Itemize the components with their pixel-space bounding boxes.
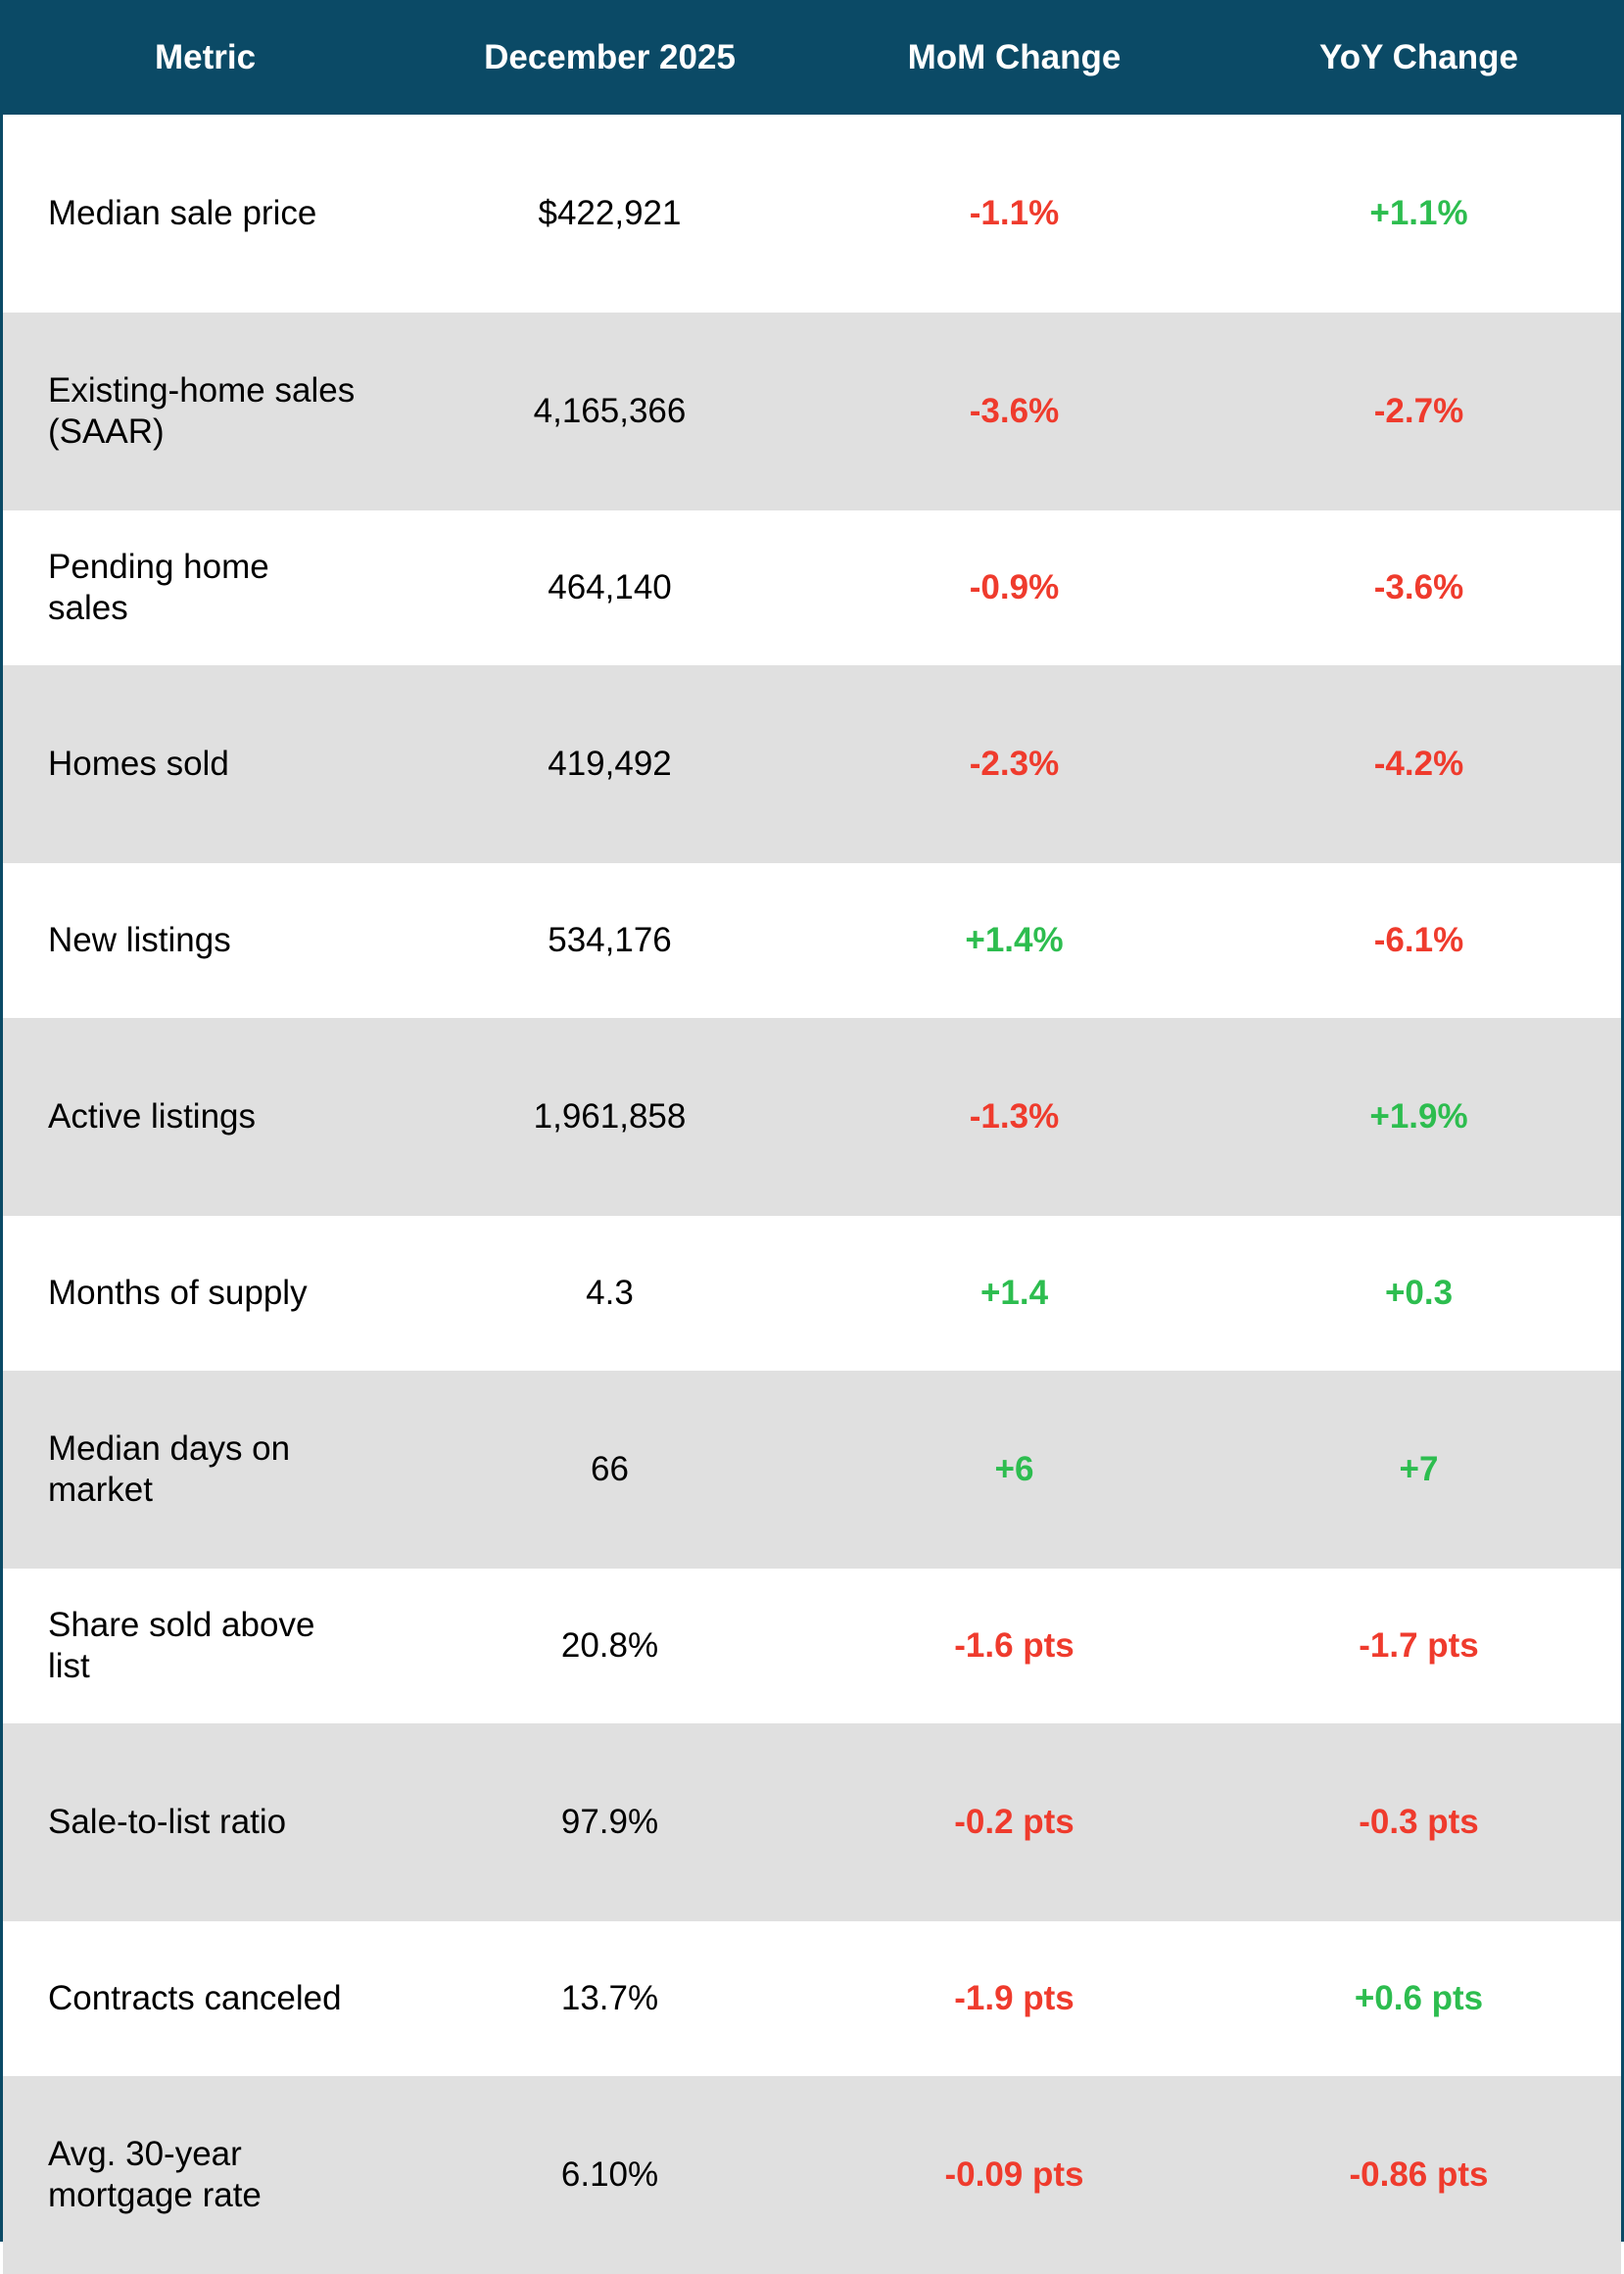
mom-cell: -3.6% (969, 392, 1060, 430)
metric-cell: Active listings (3, 1096, 407, 1137)
table-row: Pending home sales 464,140 -0.9% -3.6% (3, 510, 1621, 665)
metric-line: list (48, 1647, 90, 1685)
metric-cell: Contracts canceled (3, 1978, 407, 2019)
mom-cell: -0.9% (969, 568, 1060, 606)
header-cell: YoY Change (1319, 37, 1518, 76)
mom-cell: +6 (994, 1450, 1034, 1488)
header-row: Metric December 2025 MoM Change YoY Change (3, 0, 1621, 115)
yoy-cell: -3.6% (1373, 568, 1464, 606)
mom-cell: -1.3% (969, 1097, 1060, 1136)
mom-cell: -2.3% (969, 745, 1060, 783)
metric-line: Existing-home sales (48, 371, 356, 410)
yoy-cell: -6.1% (1373, 921, 1464, 959)
yoy-cell: -1.7 pts (1359, 1626, 1479, 1665)
mom-cell: -0.09 pts (944, 2155, 1084, 2194)
value-cell: 4,165,366 (533, 392, 687, 430)
metric-line: Median sale price (48, 194, 317, 232)
yoy-cell: +0.3 (1384, 1274, 1454, 1312)
value-cell: 419,492 (548, 745, 672, 783)
header-cell: December 2025 (484, 37, 736, 76)
metric-cell: Existing-home sales (SAAR) (3, 370, 407, 453)
metric-line: Avg. 30-year (48, 2135, 242, 2173)
metric-cell: Share sold above list (3, 1605, 407, 1687)
value-cell: 534,176 (548, 921, 672, 959)
metric-line: Months of supply (48, 1274, 308, 1312)
mom-cell: -1.1% (969, 194, 1060, 232)
yoy-cell: +7 (1399, 1450, 1439, 1488)
table-row: Months of supply 4.3 +1.4 +0.3 (3, 1216, 1621, 1371)
mom-cell: -1.9 pts (954, 1979, 1075, 2017)
header-cell: MoM Change (907, 37, 1122, 76)
mom-cell: -0.2 pts (954, 1803, 1075, 1841)
metric-line: Median days on (48, 1429, 291, 1468)
table-row: Active listings 1,961,858 -1.3% +1.9% (3, 1018, 1621, 1216)
table-body: Median sale price $422,921 -1.1% +1.1% Exist… (3, 115, 1621, 2274)
table-row: Existing-home sales (SAAR) 4,165,366 -3.6% -… (3, 313, 1621, 510)
metric-line: (SAAR) (48, 412, 165, 451)
table-row: Median days on market 66 +6 +7 (3, 1371, 1621, 1569)
mom-cell: -1.6 pts (954, 1626, 1075, 1665)
header-cell: Metric (154, 37, 257, 76)
metric-line: sales (48, 589, 128, 627)
table-row: Share sold above list 20.8% -1.6 pts -1.7 pt… (3, 1569, 1621, 1723)
table-row: Median sale price $422,921 -1.1% +1.1% (3, 115, 1621, 313)
value-cell: 13.7% (560, 1979, 659, 2017)
metric-line: Share sold above (48, 1606, 315, 1644)
table-row: New listings 534,176 +1.4% -6.1% (3, 863, 1621, 1018)
metric-line: Active listings (48, 1097, 257, 1136)
yoy-cell: -0.3 pts (1359, 1803, 1479, 1841)
metric-line: mortgage rate (48, 2176, 262, 2214)
value-cell: 6.10% (560, 2155, 659, 2194)
metric-cell: Avg. 30-year mortgage rate (3, 2134, 407, 2216)
metric-cell: Median days on market (3, 1428, 407, 1511)
yoy-cell: +1.9% (1369, 1097, 1468, 1136)
metric-line: Sale-to-list ratio (48, 1803, 287, 1841)
yoy-cell: +0.6 pts (1354, 1979, 1484, 2017)
metric-line: Contracts canceled (48, 1979, 342, 2017)
metric-cell: Months of supply (3, 1273, 407, 1314)
table-row: Contracts canceled 13.7% -1.9 pts +0.6 pts (3, 1921, 1621, 2076)
metric-cell: Median sale price (3, 193, 407, 234)
value-cell: 66 (591, 1450, 629, 1488)
yoy-cell: -2.7% (1373, 392, 1464, 430)
table-row: Sale-to-list ratio 97.9% -0.2 pts -0.3 pts (3, 1723, 1621, 1921)
mom-cell: +1.4% (965, 921, 1064, 959)
table-row: Avg. 30-year mortgage rate 6.10% -0.09 pts -… (3, 2076, 1621, 2274)
value-cell: $422,921 (538, 194, 682, 232)
metric-cell: Pending home sales (3, 547, 407, 629)
value-cell: 464,140 (548, 568, 672, 606)
metric-cell: New listings (3, 920, 407, 961)
metric-cell: Homes sold (3, 744, 407, 785)
metric-line: market (48, 1471, 153, 1509)
value-cell: 4.3 (586, 1274, 634, 1312)
mom-cell: +1.4 (979, 1274, 1049, 1312)
value-cell: 97.9% (560, 1803, 659, 1841)
yoy-cell: -0.86 pts (1349, 2155, 1489, 2194)
table-row: Homes sold 419,492 -2.3% -4.2% (3, 665, 1621, 863)
yoy-cell: +1.1% (1369, 194, 1468, 232)
value-cell: 20.8% (560, 1626, 659, 1665)
metric-cell: Sale-to-list ratio (3, 1802, 407, 1843)
metric-line: New listings (48, 921, 231, 959)
value-cell: 1,961,858 (533, 1097, 687, 1136)
metric-line: Homes sold (48, 745, 229, 783)
yoy-cell: -4.2% (1373, 745, 1464, 783)
metric-line: Pending home (48, 548, 269, 586)
